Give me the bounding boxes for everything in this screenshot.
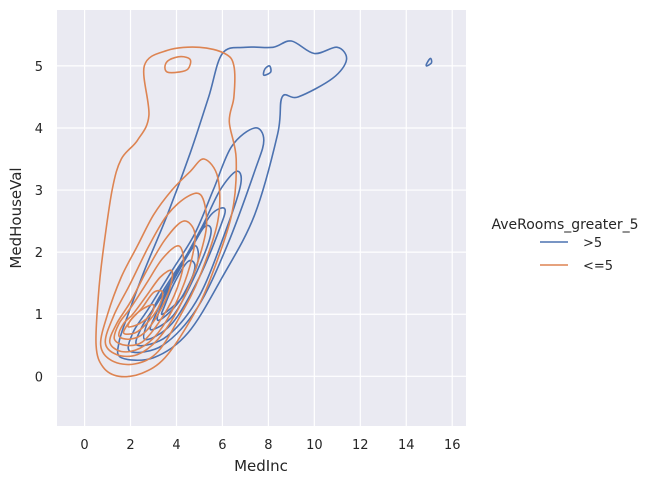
legend-title: AveRooms_greater_5 <box>491 217 638 233</box>
contour-gt5-7 <box>262 65 272 77</box>
contour-le5-4 <box>113 245 185 347</box>
x-axis-label: MedInc <box>234 457 288 475</box>
x-tick-label: 16 <box>444 438 461 453</box>
x-tick-label: 4 <box>172 438 180 453</box>
x-tick-label: 10 <box>306 438 323 453</box>
y-tick-label: 4 <box>35 122 43 137</box>
y-tick-label: 3 <box>35 184 43 199</box>
gridlines <box>57 10 466 426</box>
x-tick-label: 0 <box>80 438 88 453</box>
x-tick-labels: 0 2 4 6 8 10 12 14 16 <box>80 438 460 453</box>
x-tick-label: 14 <box>398 438 415 453</box>
y-tick-label: 0 <box>35 370 43 385</box>
x-tick-label: 2 <box>126 438 134 453</box>
contour-le5-5 <box>117 269 174 341</box>
legend-label-le5: <=5 <box>583 259 613 274</box>
contour-gt5-6 <box>160 259 196 316</box>
contour-gt5-2 <box>135 170 243 347</box>
contour-gt5-0 <box>116 40 348 362</box>
y-tick-labels: 0 1 2 3 4 5 <box>35 60 43 385</box>
y-axis-label: MedHouseVal <box>7 167 25 268</box>
contour-gt5-8 <box>425 57 433 67</box>
y-tick-label: 2 <box>35 246 43 261</box>
contour-le5-7 <box>127 303 155 328</box>
y-tick-label: 5 <box>35 60 43 75</box>
legend-label-gt5: >5 <box>583 236 602 251</box>
contour-le5-8 <box>164 55 192 74</box>
x-tick-label: 6 <box>218 438 226 453</box>
legend: AveRooms_greater_5 >5 <=5 <box>491 217 638 274</box>
contour-le5-1 <box>99 158 221 366</box>
contours <box>95 40 433 378</box>
contour-le5-3 <box>108 220 196 353</box>
x-tick-label: 8 <box>264 438 272 453</box>
y-tick-label: 1 <box>35 308 43 323</box>
contour-le5-0 <box>95 46 238 378</box>
x-tick-label: 12 <box>352 438 369 453</box>
contour-le5-2 <box>104 192 208 358</box>
